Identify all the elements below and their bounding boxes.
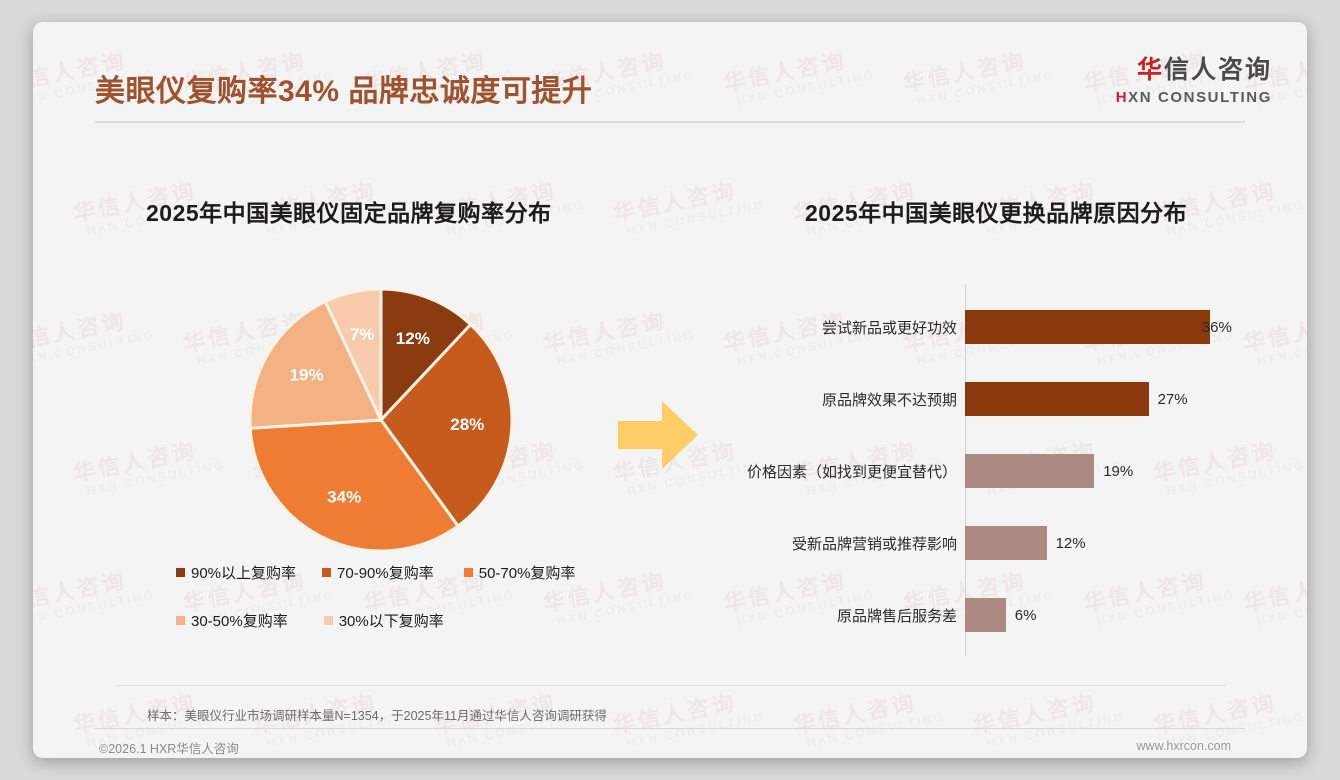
pie-slice[interactable] bbox=[323, 287, 383, 421]
bar-chart-row: 原品牌效果不达预期 27% bbox=[705, 382, 1265, 416]
pie-slice-label: 7% bbox=[350, 325, 375, 344]
pie-slice-label: 19% bbox=[290, 365, 324, 384]
pie-slice[interactable] bbox=[248, 299, 384, 430]
pie-slice[interactable] bbox=[379, 287, 473, 424]
legend-row-2: 30-50%复购率 30%以下复购率 bbox=[176, 610, 606, 631]
pie-chart-legend: 90%以上复购率 70-90%复购率 50-70%复购率 30-50%复购率 bbox=[176, 562, 606, 658]
bar-fill[interactable] bbox=[965, 310, 1210, 344]
bar-fill[interactable] bbox=[965, 598, 1006, 632]
legend-swatch-0 bbox=[176, 568, 185, 577]
legend-label-3: 30-50%复购率 bbox=[191, 613, 288, 630]
legend-swatch-3 bbox=[176, 616, 185, 625]
logo-chinese-rest: 信人咨询 bbox=[1163, 56, 1272, 84]
pie-chart-title: 2025年中国美眼仪固定品牌复购率分布 bbox=[146, 200, 552, 226]
bar-chart-row: 受新品牌营销或推荐影响 12% bbox=[705, 526, 1265, 560]
bar-value-label: 27% bbox=[1157, 390, 1188, 408]
bar-value-label: 6% bbox=[1014, 606, 1037, 624]
bar-chart-row: 尝试新品或更好功效 36% bbox=[705, 310, 1265, 344]
bar-value-label: 19% bbox=[1103, 462, 1134, 480]
bar-fill[interactable] bbox=[965, 526, 1047, 560]
bar-chart-row: 价格因素（如找到更便宜替代） 19% bbox=[705, 454, 1265, 488]
bar-track: 27% bbox=[965, 382, 1265, 416]
pie-chart-svg: 12% 28% 34% 19% 7% bbox=[248, 287, 514, 553]
bar-track: 19% bbox=[965, 454, 1265, 488]
bar-value-label: 12% bbox=[1055, 534, 1086, 552]
bar-fill[interactable] bbox=[965, 382, 1149, 416]
pie-slice[interactable] bbox=[379, 322, 514, 529]
footnote-text: 样本：美眼仪行业市场调研样本量N=1354，于2025年11月通过华信人咨询调研… bbox=[147, 709, 607, 723]
legend-item-1[interactable]: 70-90%复购率 bbox=[322, 562, 434, 583]
pie-slice[interactable] bbox=[248, 418, 461, 553]
presentation-slide: 华信人咨询 HXN CONSULTING 华信人咨询 HXN CONSULTING 华信… bbox=[33, 22, 1307, 758]
footnote-divider bbox=[116, 685, 1226, 686]
legend-item-3[interactable]: 30-50%复购率 bbox=[176, 610, 288, 631]
page-title: 美眼仪复购率34% 品牌忠诚度可提升 bbox=[95, 75, 593, 108]
bar-track: 36% bbox=[965, 310, 1265, 344]
bar-category-label: 原品牌售后服务差 bbox=[836, 607, 957, 625]
bar-category-label: 原品牌效果不达预期 bbox=[821, 391, 957, 409]
legend-item-0[interactable]: 90%以上复购率 bbox=[176, 562, 296, 583]
logo-english-accent: H bbox=[1115, 89, 1129, 106]
pie-slice-label: 34% bbox=[327, 488, 361, 507]
bar-track: 6% bbox=[965, 598, 1265, 632]
logo-chinese-accent: 华 bbox=[1136, 56, 1164, 84]
legend-swatch-1 bbox=[322, 568, 332, 577]
legend-swatch-4 bbox=[323, 616, 333, 625]
bar-value-label: 36% bbox=[1201, 318, 1232, 336]
bar-category-label: 尝试新品或更好功效 bbox=[821, 319, 957, 337]
right-arrow-icon bbox=[616, 397, 700, 478]
bar-fill[interactable] bbox=[965, 454, 1095, 488]
bar-chart: 尝试新品或更好功效 36% 原品牌效果不达预期 27% 价格因素（如找到更便宜替代） 19… bbox=[705, 284, 1265, 656]
pie-slice-label: 12% bbox=[396, 329, 430, 348]
legend-item-4[interactable]: 30%以下复购率 bbox=[323, 610, 444, 631]
brand-logo: 华信人咨询 HXN CONSULTING bbox=[1116, 58, 1272, 106]
website-url[interactable]: www.hxrcon.com bbox=[1136, 739, 1231, 753]
legend-label-2: 50-70%复购率 bbox=[478, 565, 576, 582]
right-arrow-svg bbox=[618, 401, 698, 469]
bar-chart-title: 2025年中国美眼仪更换品牌原因分布 bbox=[805, 200, 1188, 226]
bar-track: 12% bbox=[965, 526, 1265, 560]
header-divider bbox=[95, 121, 1245, 123]
pie-chart: 12% 28% 34% 19% 7% bbox=[248, 287, 514, 553]
bar-chart-row: 原品牌售后服务差 6% bbox=[705, 598, 1265, 632]
footer-divider bbox=[95, 728, 1245, 729]
pie-slice-label: 28% bbox=[450, 415, 484, 434]
logo-english: HXN CONSULTING bbox=[1116, 90, 1272, 105]
bar-category-label: 价格因素（如找到更便宜替代） bbox=[746, 463, 957, 481]
legend-label-0: 90%以上复购率 bbox=[191, 565, 297, 582]
bar-category-label: 受新品牌营销或推荐影响 bbox=[791, 535, 957, 553]
logo-english-rest: XN CONSULTING bbox=[1128, 89, 1272, 106]
copyright-text: ©2026.1 HXR华信人咨询 bbox=[99, 742, 239, 756]
legend-item-2[interactable]: 50-70%复购率 bbox=[463, 562, 576, 583]
legend-label-1: 70-90%复购率 bbox=[337, 565, 434, 582]
logo-chinese: 华信人咨询 bbox=[1116, 58, 1272, 83]
legend-label-4: 30%以下复购率 bbox=[338, 613, 444, 630]
legend-row-1: 90%以上复购率 70-90%复购率 50-70%复购率 bbox=[176, 562, 606, 583]
legend-swatch-2 bbox=[463, 568, 473, 577]
